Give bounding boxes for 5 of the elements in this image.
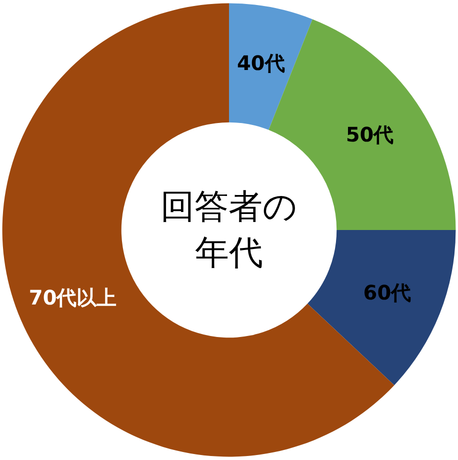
slice-label: 40代 (236, 50, 285, 75)
slice-label: 60代 (363, 280, 412, 305)
text: 回答者の年代 (160, 187, 298, 273)
slice-label: 70代以上 (28, 286, 117, 310)
slice-label: 50代 (346, 122, 394, 146)
